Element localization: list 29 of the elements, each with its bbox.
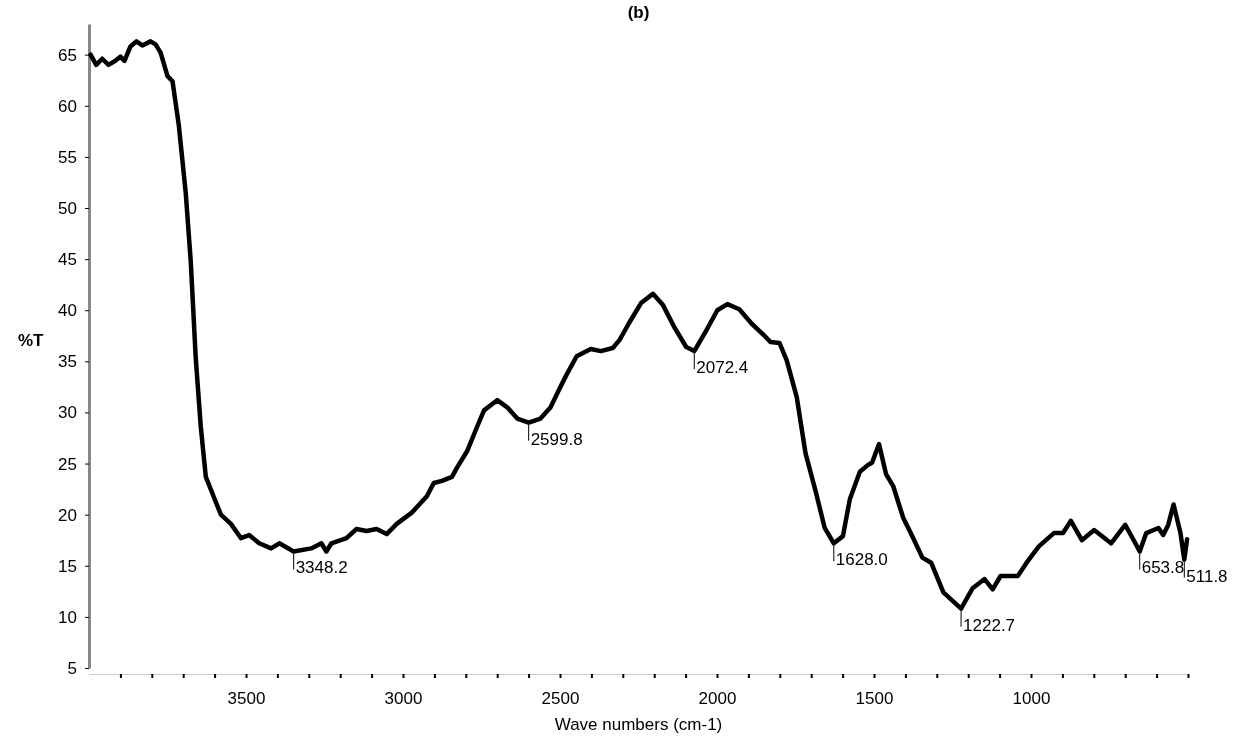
y-tick-label: 40: [58, 301, 77, 321]
annotation: 2599.8: [530, 429, 583, 449]
x-axis-title: Wave numbers (cm-1): [554, 715, 723, 734]
y-tick-label: 5: [67, 658, 77, 678]
y-tick-label: 50: [58, 198, 77, 218]
x-tick-label: 2500: [541, 689, 580, 709]
annotation: 1222.7: [963, 615, 1016, 635]
y-tick-label: 30: [58, 403, 77, 423]
annotation: 3348.2: [295, 558, 348, 578]
annotation: 653.8: [1141, 558, 1185, 578]
y-tick-label: 45: [58, 250, 77, 270]
annotation: 511.8: [1186, 566, 1228, 586]
y-tick-label: 35: [58, 352, 77, 372]
y-axis-title: %T: [18, 331, 45, 350]
y-tick-label: 20: [58, 505, 77, 525]
y-tick-label: 60: [58, 96, 77, 116]
chart-title: (b): [627, 3, 650, 22]
x-tick-label: 1500: [855, 689, 894, 709]
x-tick-label: 3500: [227, 689, 266, 709]
y-tick-label: 25: [58, 454, 77, 474]
y-tick-label: 10: [58, 607, 77, 627]
x-tick-label: 1000: [1012, 689, 1051, 709]
y-tick-label: 65: [58, 45, 77, 65]
x-tick-label: 3000: [384, 689, 423, 709]
y-tick-label: 15: [58, 556, 77, 576]
annotation: 1628.0: [835, 550, 888, 570]
x-tick-label: 2000: [698, 689, 737, 709]
annotation: 2072.4: [696, 358, 749, 378]
y-tick-label: 55: [58, 147, 77, 167]
